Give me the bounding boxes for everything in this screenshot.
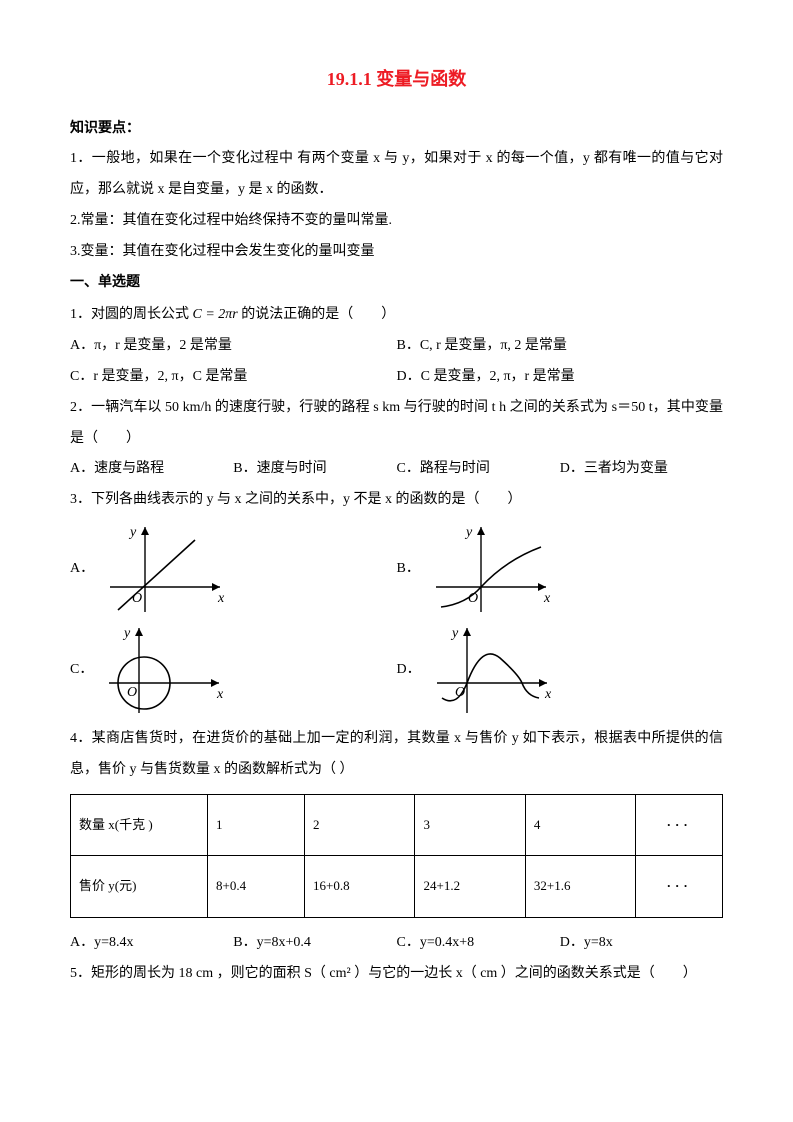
- q1-opt-b: B．C, r 是变量，π, 2 是常量: [397, 331, 724, 362]
- q3-graph-c-icon: x y O: [99, 623, 229, 718]
- q3-graph-d-cell: D． x y O: [397, 623, 724, 718]
- svg-text:y: y: [450, 626, 459, 641]
- q4-opt-a: A．y=8.4x: [70, 928, 233, 959]
- q3-graph-d-icon: x y O: [427, 623, 557, 718]
- q3-label-b: B．: [397, 554, 420, 585]
- q4-row2-c2: 16+0.8: [305, 856, 415, 918]
- q4-row2-head: 售价 y(元): [71, 856, 208, 918]
- q2-stem: 2．一辆汽车以 50 km/h 的速度行驶，行驶的路程 s km 与行驶的时间 …: [70, 393, 723, 455]
- q4-row1-c5: ···: [636, 794, 723, 856]
- svg-text:x: x: [544, 687, 552, 702]
- q5-stem: 5．矩形的周长为 18 cm ，则它的面积 S（ cm² ）与它的一边长 x（ …: [70, 959, 723, 990]
- knowledge-point-1: 1．一般地，如果在一个变化过程中 有两个变量 x 与 y，如果对于 x 的每一个…: [70, 144, 723, 206]
- q4-row1-c1: 1: [208, 794, 305, 856]
- q4-table-row-2: 售价 y(元) 8+0.4 16+0.8 24+1.2 32+1.6 ···: [71, 856, 723, 918]
- q3-label-d: D．: [397, 655, 421, 686]
- q3-stem: 3．下列各曲线表示的 y 与 x 之间的关系中，y 不是 x 的函数的是（ ）: [70, 485, 723, 516]
- q4-row1-c2: 2: [305, 794, 415, 856]
- knowledge-point-2: 2.常量：其值在变化过程中始终保持不变的量叫常量.: [70, 206, 723, 237]
- q3-graph-c-cell: C． x y O: [70, 623, 397, 718]
- q2-options: A．速度与路程 B．速度与时间 C．路程与时间 D．三者均为变量: [70, 454, 723, 485]
- q4-row1-head: 数量 x(千克 ): [71, 794, 208, 856]
- q1-stem-post: 的说法正确的是（ ）: [241, 307, 395, 322]
- q4-row2-c1: 8+0.4: [208, 856, 305, 918]
- svg-text:O: O: [127, 685, 137, 700]
- q4-row1-c3: 3: [415, 794, 525, 856]
- q4-row1-c4: 4: [525, 794, 635, 856]
- q1-stem-pre: 1．对圆的周长公式: [70, 307, 189, 322]
- q2-opt-d: D．三者均为变量: [560, 454, 723, 485]
- q4-opt-c: C．y=0.4x+8: [397, 928, 560, 959]
- q4-opt-b: B．y=8x+0.4: [233, 928, 396, 959]
- q1-formula: C = 2πr: [193, 307, 238, 322]
- q1-opt-d: D．C 是变量，2, π，r 是常量: [397, 362, 724, 393]
- q3-label-a: A．: [70, 554, 94, 585]
- q1-stem: 1．对圆的周长公式 C = 2πr 的说法正确的是（ ）: [70, 300, 723, 331]
- svg-text:x: x: [217, 591, 225, 606]
- q3-graphs-row2: C． x y O D． x y O: [70, 623, 723, 718]
- knowledge-point-3: 3.变量：其值在变化过程中会发生变化的量叫变量: [70, 237, 723, 268]
- svg-text:x: x: [216, 687, 224, 702]
- q1-options: A．π，r 是变量，2 是常量 B．C, r 是变量，π, 2 是常量 C．r …: [70, 331, 723, 393]
- q4-table-row-1: 数量 x(千克 ) 1 2 3 4 ···: [71, 794, 723, 856]
- svg-text:O: O: [468, 591, 478, 606]
- q3-label-c: C．: [70, 655, 93, 686]
- q4-row2-c4: 32+1.6: [525, 856, 635, 918]
- svg-text:y: y: [128, 525, 137, 540]
- q3-graph-b-icon: x y O: [426, 522, 556, 617]
- svg-text:y: y: [122, 626, 131, 641]
- q3-graphs-row1: A． x y O B． x y O: [70, 522, 723, 617]
- q4-row2-c3: 24+1.2: [415, 856, 525, 918]
- q2-opt-a: A．速度与路程: [70, 454, 233, 485]
- q4-table: 数量 x(千克 ) 1 2 3 4 ··· 售价 y(元) 8+0.4 16+0…: [70, 794, 723, 918]
- q2-opt-b: B．速度与时间: [233, 454, 396, 485]
- knowledge-heading: 知识要点：: [70, 114, 723, 145]
- svg-text:O: O: [455, 685, 465, 700]
- q4-row2-c5: ···: [636, 856, 723, 918]
- q1-opt-a: A．π，r 是变量，2 是常量: [70, 331, 397, 362]
- q2-opt-c: C．路程与时间: [397, 454, 560, 485]
- q3-graph-a-cell: A． x y O: [70, 522, 397, 617]
- q3-graph-b-cell: B． x y O: [397, 522, 724, 617]
- q1-opt-c: C．r 是变量，2, π，C 是常量: [70, 362, 397, 393]
- q3-graph-a-icon: x y O: [100, 522, 230, 617]
- section-1-heading: 一、单选题: [70, 268, 723, 299]
- page-title: 19.1.1 变量与函数: [70, 60, 723, 100]
- svg-text:x: x: [543, 591, 551, 606]
- q4-opt-d: D．y=8x: [560, 928, 723, 959]
- svg-text:y: y: [464, 525, 473, 540]
- q4-options: A．y=8.4x B．y=8x+0.4 C．y=0.4x+8 D．y=8x: [70, 928, 723, 959]
- q4-stem: 4．某商店售货时，在进货价的基础上加一定的利润，其数量 x 与售价 y 如下表示…: [70, 724, 723, 786]
